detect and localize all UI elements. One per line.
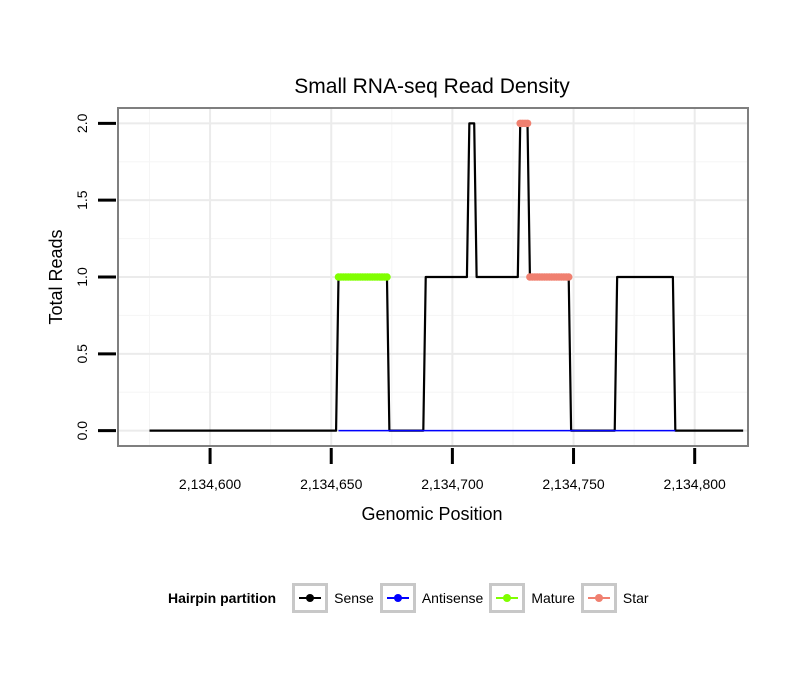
legend-key-sense bbox=[292, 583, 329, 613]
y-axis-label: Total Reads bbox=[46, 229, 66, 324]
legend-label-sense: Sense bbox=[334, 590, 374, 606]
legend-key-mature bbox=[489, 583, 526, 613]
legend-label-antisense: Antisense bbox=[421, 590, 484, 606]
data-point-star bbox=[523, 119, 532, 128]
x-tick-label: 2,134,600 bbox=[179, 476, 241, 492]
y-tick-label: 1.5 bbox=[74, 190, 90, 210]
data-point-mature bbox=[383, 273, 391, 281]
chart-title: Small RNA-seq Read Density bbox=[294, 75, 570, 98]
series-line-sense bbox=[149, 122, 744, 432]
legend-key-star bbox=[580, 583, 617, 613]
axes: 2,134,600 2,134,650 2,134,700 2,134,750 2,13… bbox=[74, 113, 726, 492]
y-tick-label: 0.5 bbox=[74, 344, 90, 364]
x-tick-label: 2,134,650 bbox=[300, 476, 362, 492]
data-series bbox=[149, 119, 744, 432]
legend-item-star: Star bbox=[580, 583, 649, 613]
legend-dot bbox=[594, 594, 603, 602]
legend-label-mature: Mature bbox=[531, 590, 575, 606]
data-point-star bbox=[564, 273, 573, 281]
x-tick-label: 2,134,700 bbox=[421, 476, 483, 492]
y-tick-label: 0.0 bbox=[74, 421, 90, 441]
legend-dot bbox=[306, 594, 315, 602]
y-tick-label: 1.0 bbox=[74, 267, 90, 287]
legend-dot bbox=[503, 594, 512, 602]
x-tick-label: 2,134,800 bbox=[664, 476, 726, 492]
legend-item-sense: Sense bbox=[292, 583, 374, 613]
legend-item-mature: Mature bbox=[489, 583, 575, 613]
legend-dot bbox=[393, 594, 402, 602]
x-axis-label: Genomic Position bbox=[361, 504, 502, 524]
legend-title: Hairpin partition bbox=[168, 590, 277, 606]
plot-panel-border bbox=[117, 107, 749, 447]
legend-key-antisense bbox=[379, 583, 416, 613]
legend-item-antisense: Antisense bbox=[379, 583, 484, 613]
x-tick-label: 2,134,750 bbox=[542, 476, 604, 492]
y-tick-label: 2.0 bbox=[74, 113, 90, 133]
legend: Hairpin partition Sense Antisense Mature… bbox=[168, 580, 655, 616]
legend-label-star: Star bbox=[622, 590, 649, 606]
